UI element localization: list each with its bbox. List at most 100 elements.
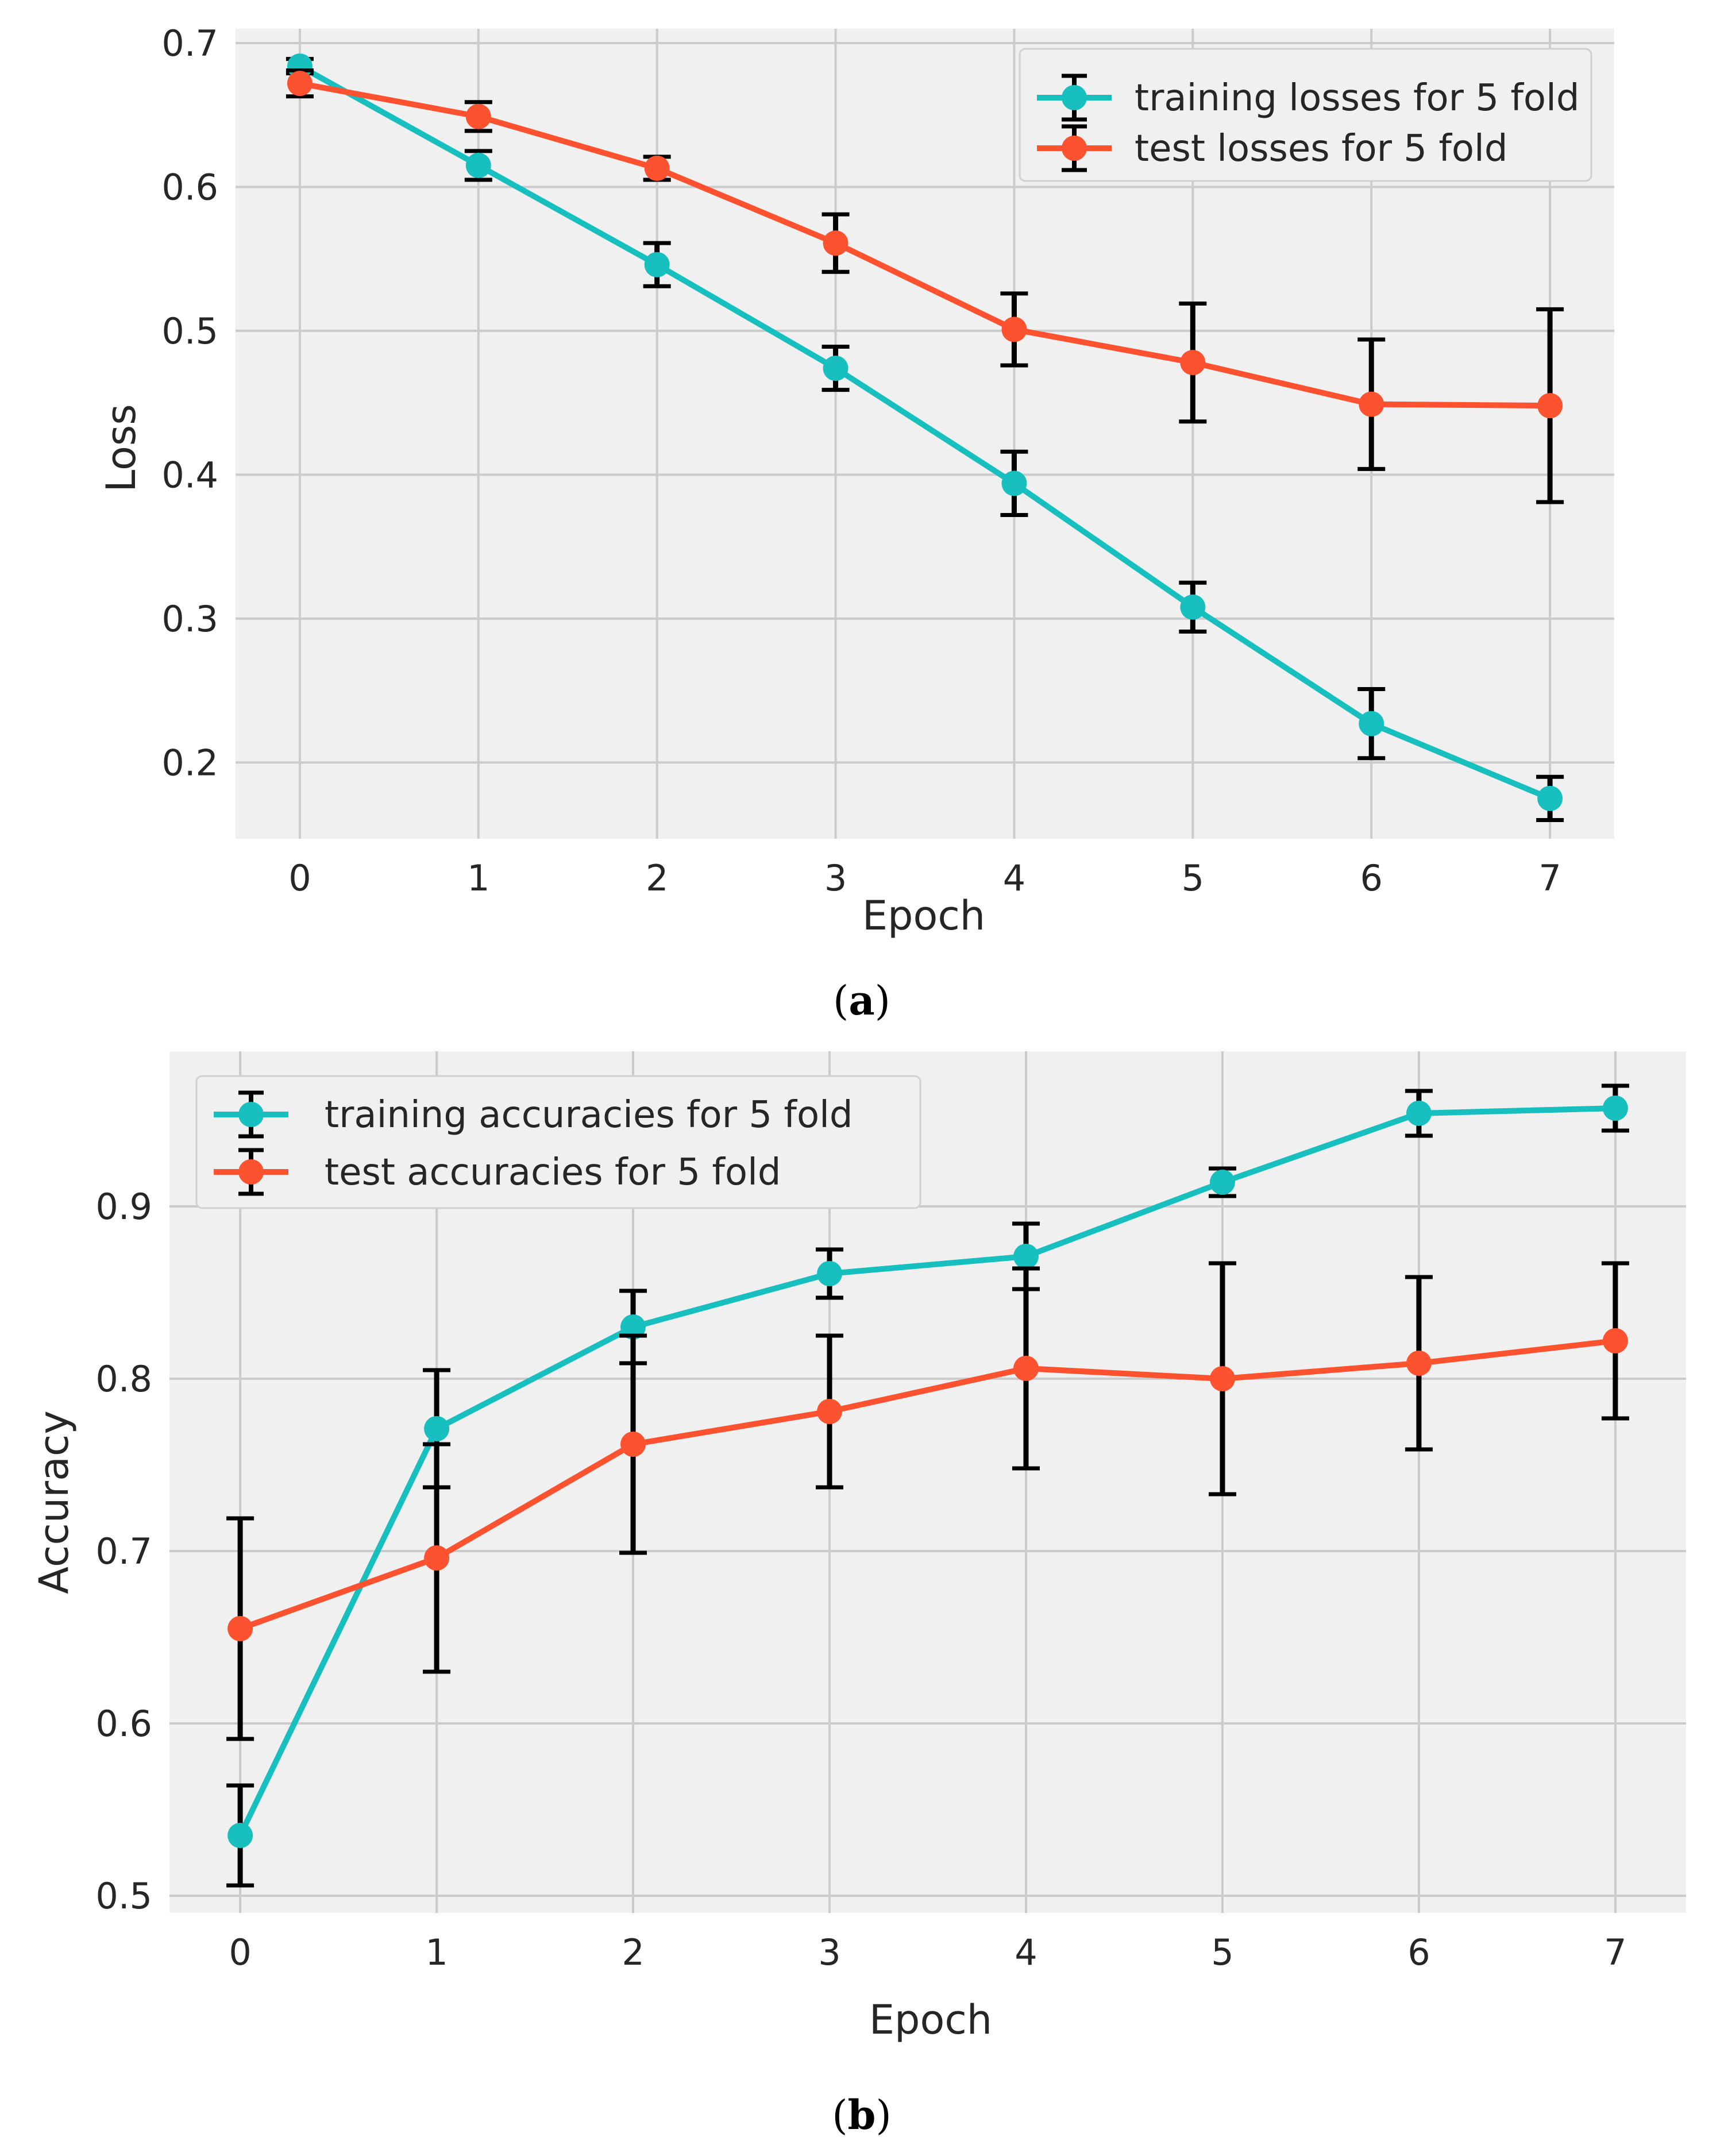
x-tick-label-1: 1 [425,1931,448,1973]
data-point-training-losses-for-5-fold-6 [1359,711,1384,736]
accuracy-y-axis-label: Accuracy [30,1410,78,1594]
legend-dot [1062,136,1087,161]
data-point-test-accuracies-for-5-fold-1 [424,1545,450,1571]
series-training-losses-for-5-fold [286,53,1564,822]
data-point-training-accuracies-for-5-fold-7 [1602,1096,1628,1121]
x-tick-label-4: 4 [1015,1931,1037,1973]
y-tick-label-0.5: 0.5 [95,1875,152,1917]
y-tick-label-0.9: 0.9 [95,1186,152,1228]
data-point-training-accuracies-for-5-fold-2 [620,1314,646,1340]
series-line-training-losses-for-5-fold [298,63,1552,801]
data-point-training-accuracies-for-5-fold-5 [1209,1170,1235,1195]
legend-dot [238,1159,264,1185]
legend-marker-test-accuracies [214,1148,288,1196]
legend-marker-training-accuracies [214,1090,288,1139]
data-point-test-losses-for-5-fold-3 [823,230,848,256]
loss-y-axis-label: Loss [98,404,145,492]
data-point-training-losses-for-5-fold-1 [465,152,491,178]
accuracy-legend: training accuracies for 5 fold test accu… [195,1075,921,1209]
x-tick-label-2: 2 [622,1931,644,1973]
y-tick-label-0.4: 0.4 [161,454,218,496]
data-point-test-losses-for-5-fold-6 [1359,391,1384,417]
loss-y-tick-labels: 0.2 0.3 0.4 0.5 0.6 0.7 [161,22,218,784]
data-point-training-losses-for-5-fold-7 [1537,785,1563,811]
caption-b-open: ( [832,2092,847,2139]
data-point-test-losses-for-5-fold-2 [644,155,670,181]
x-tick-label-1: 1 [467,857,489,899]
data-point-training-accuracies-for-5-fold-3 [817,1261,843,1286]
data-point-training-accuracies-for-5-fold-6 [1406,1101,1432,1126]
x-tick-label-2: 2 [646,857,668,899]
caption-b: (b) [832,2091,892,2139]
x-tick-label-4: 4 [1003,857,1025,899]
loss-x-tick-labels: 0 1 2 3 4 5 6 7 [288,857,1561,899]
legend-dot [238,1102,264,1127]
y-tick-label-0.7: 0.7 [161,22,218,64]
accuracy-x-tick-labels: 0 1 2 3 4 5 6 7 [229,1931,1626,1973]
series-line-training-accuracies-for-5-fold [237,1105,1616,1837]
loss-legend-box [1019,48,1592,182]
x-tick-label-0: 0 [229,1931,251,1973]
legend-dot [1062,85,1087,110]
data-point-training-accuracies-for-5-fold-0 [227,1823,253,1848]
y-tick-label-0.2: 0.2 [161,742,218,784]
data-point-test-accuracies-for-5-fold-5 [1209,1366,1235,1391]
legend-marker-training-losses [1037,74,1112,122]
series-test-losses-for-5-fold [286,68,1564,504]
data-point-test-losses-for-5-fold-4 [1001,317,1027,342]
series-test-accuracies-for-5-fold [226,1261,1629,1741]
data-point-training-losses-for-5-fold-3 [823,356,848,381]
y-tick-label-0.5: 0.5 [161,310,218,352]
caption-b-close: ) [876,2092,891,2139]
data-point-test-accuracies-for-5-fold-7 [1602,1328,1628,1353]
legend-label-test-accuracies: test accuracies for 5 fold [325,1151,781,1194]
data-point-training-accuracies-for-5-fold-1 [424,1416,450,1441]
loss-chart: 0 1 2 3 4 5 6 7 0.2 0.3 0.4 0.5 0.6 0.7 Epoch Loss t… [98,22,1614,939]
data-point-test-accuracies-for-5-fold-3 [817,1399,843,1424]
data-point-test-losses-for-5-fold-5 [1180,350,1206,376]
series-line-test-losses-for-5-fold [299,80,1551,409]
series-training-accuracies-for-5-fold [226,1083,1629,1888]
y-tick-label-0.8: 0.8 [95,1358,152,1400]
loss-series [286,53,1564,822]
x-tick-label-5: 5 [1211,1931,1233,1973]
data-point-test-accuracies-for-5-fold-4 [1013,1356,1039,1381]
data-point-training-losses-for-5-fold-2 [644,252,670,277]
x-tick-label-0: 0 [288,857,311,899]
loss-x-axis-label: Epoch [862,892,985,939]
legend-marker-test-losses [1037,124,1112,172]
y-tick-label-0.7: 0.7 [95,1530,152,1572]
caption-b-letter: b [848,2091,876,2139]
accuracy-y-tick-labels: 0.5 0.6 0.7 0.8 0.9 [95,1186,152,1917]
x-tick-label-3: 3 [818,1931,840,1973]
data-point-training-accuracies-for-5-fold-4 [1013,1244,1039,1269]
accuracy-series [226,1083,1629,1888]
y-tick-label-0.6: 0.6 [95,1703,152,1745]
x-tick-label-7: 7 [1604,1931,1626,1973]
caption-a: (a) [833,977,890,1024]
loss-legend: training losses for 5 fold test losses f… [1019,48,1592,182]
y-tick-label-0.6: 0.6 [161,166,218,208]
data-point-training-losses-for-5-fold-5 [1180,594,1206,620]
y-tick-label-0.3: 0.3 [161,598,218,640]
caption-a-open: ( [833,977,848,1024]
legend-label-training-accuracies: training accuracies for 5 fold [325,1094,853,1136]
x-tick-label-6: 6 [1360,857,1382,899]
accuracy-x-axis-label: Epoch [869,1996,992,2043]
data-point-test-losses-for-5-fold-0 [287,71,313,97]
data-point-training-losses-for-5-fold-4 [1001,470,1027,496]
data-point-test-losses-for-5-fold-7 [1537,393,1563,419]
data-point-test-accuracies-for-5-fold-2 [620,1432,646,1457]
x-tick-label-5: 5 [1182,857,1204,899]
x-tick-label-3: 3 [824,857,847,899]
data-point-test-accuracies-for-5-fold-6 [1406,1351,1432,1376]
legend-label-test-losses: test losses for 5 fold [1135,128,1507,170]
accuracy-legend-box [195,1075,921,1209]
data-point-test-losses-for-5-fold-1 [465,103,491,129]
legend-label-training-losses: training losses for 5 fold [1135,77,1579,119]
x-tick-label-6: 6 [1407,1931,1430,1973]
caption-a-close: ) [875,977,890,1024]
data-point-test-accuracies-for-5-fold-0 [227,1616,253,1641]
